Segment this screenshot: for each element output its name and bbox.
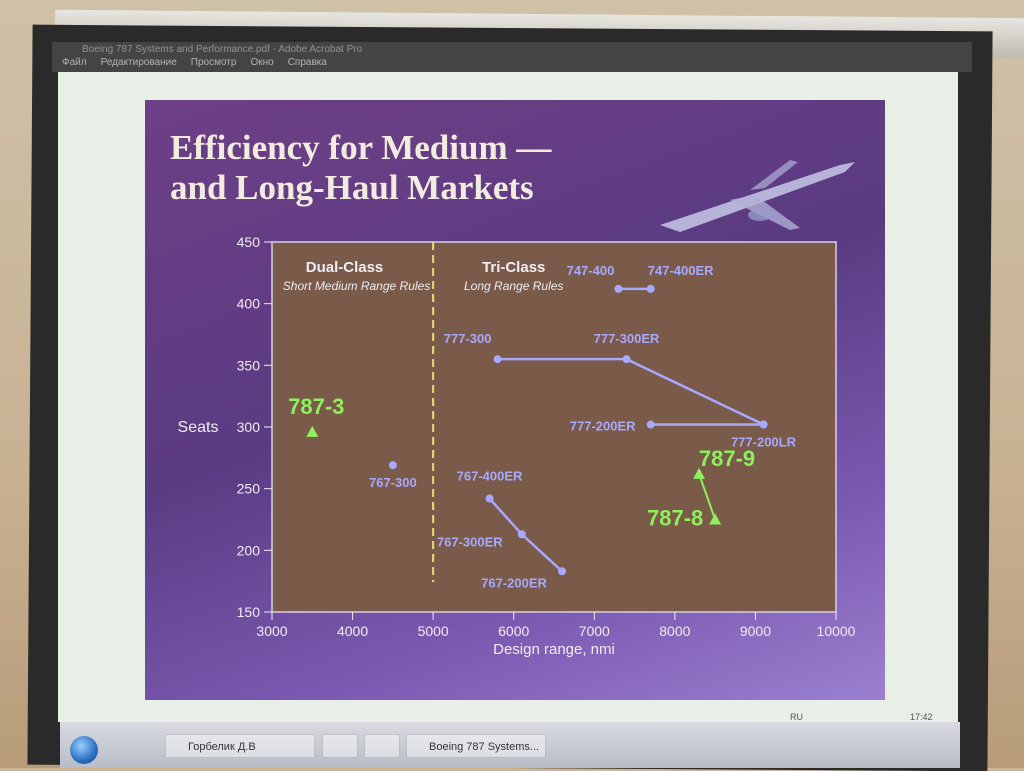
x-axis-label: Design range, nmi <box>493 641 615 658</box>
data-label: 767-200ER <box>481 575 547 590</box>
highlight-connector <box>698 473 717 520</box>
x-tick-label: 4000 <box>337 623 368 639</box>
series-point <box>614 284 623 293</box>
x-tick-label: 8000 <box>659 623 690 639</box>
y-tick-label: 250 <box>237 481 261 497</box>
series-point <box>646 284 655 293</box>
data-label: 767-300 <box>369 475 417 490</box>
start-button[interactable] <box>70 736 98 764</box>
data-label: 767-400ER <box>457 469 523 484</box>
taskbar-item-folder[interactable]: Горбелик Д.В <box>165 734 315 758</box>
series-point <box>759 420 768 429</box>
data-label: 777-300ER <box>594 331 660 346</box>
data-label: 767-300ER <box>437 534 503 549</box>
data-label: 747-400 <box>567 263 615 278</box>
x-tick-label: 3000 <box>256 623 287 639</box>
highlight-marker <box>306 425 319 437</box>
app-menubar: Boeing 787 Systems and Performance.pdf -… <box>52 42 972 72</box>
series-point <box>646 420 655 429</box>
data-label: 777-200LR <box>731 435 797 450</box>
series-point <box>517 530 526 539</box>
plot-area <box>271 241 837 613</box>
region-title: Dual-Class <box>306 259 384 276</box>
menu-file[interactable]: Файл <box>62 57 87 68</box>
slide-title-line-2: and Long-Haul Markets <box>170 168 534 207</box>
taskbar-item-media-player[interactable] <box>322 734 358 758</box>
series-point <box>388 461 397 470</box>
series-point <box>558 567 567 576</box>
y-axis-label: Seats <box>178 419 219 436</box>
menu-view[interactable]: Просмотр <box>190 57 237 68</box>
region-title: Tri-Class <box>482 259 545 276</box>
x-tick-label: 7000 <box>579 623 610 639</box>
airplane-illustration <box>660 160 855 232</box>
x-tick-label: 6000 <box>498 623 529 639</box>
region-subtitle: Short Medium Range Rules <box>283 279 430 293</box>
tray-clock: 17:42 <box>910 712 933 722</box>
y-tick-label: 300 <box>237 419 261 435</box>
y-tick-label: 450 <box>237 234 261 250</box>
highlight-label: 787-8 <box>647 506 703 531</box>
taskbar <box>60 722 960 768</box>
x-tick-label: 10000 <box>817 623 856 639</box>
y-tick-label: 350 <box>237 357 261 373</box>
y-tick-label: 150 <box>237 604 261 620</box>
slide-title: Efficiency for Medium — and Long-Haul Ma… <box>170 128 640 208</box>
data-label: 777-300 <box>444 331 492 346</box>
x-tick-label: 5000 <box>418 623 449 639</box>
highlight-marker <box>693 467 706 479</box>
series-point <box>485 494 494 503</box>
highlight-label: 787-9 <box>699 446 755 471</box>
highlight-label: 787-3 <box>288 394 344 419</box>
taskbar-item-acrobat[interactable]: Boeing 787 Systems... <box>406 734 546 758</box>
tray-language[interactable]: RU <box>790 712 803 722</box>
menu-help[interactable]: Справка <box>287 57 327 68</box>
region-subtitle: Long Range Rules <box>464 279 563 293</box>
series-point <box>493 355 502 364</box>
slide-title-line-1: Efficiency for Medium — <box>170 128 552 167</box>
x-tick-label: 9000 <box>740 623 771 639</box>
data-label: 747-400ER <box>648 263 714 278</box>
taskbar-item-chrome[interactable] <box>364 734 400 758</box>
data-label: 777-200ER <box>570 419 636 434</box>
menu-window[interactable]: Окно <box>250 57 274 68</box>
y-tick-label: 400 <box>237 296 261 312</box>
menu-edit[interactable]: Редактирование <box>100 57 177 68</box>
window-title: Boeing 787 Systems and Performance.pdf -… <box>82 44 363 55</box>
series-point <box>622 355 631 364</box>
y-tick-label: 200 <box>237 542 261 558</box>
